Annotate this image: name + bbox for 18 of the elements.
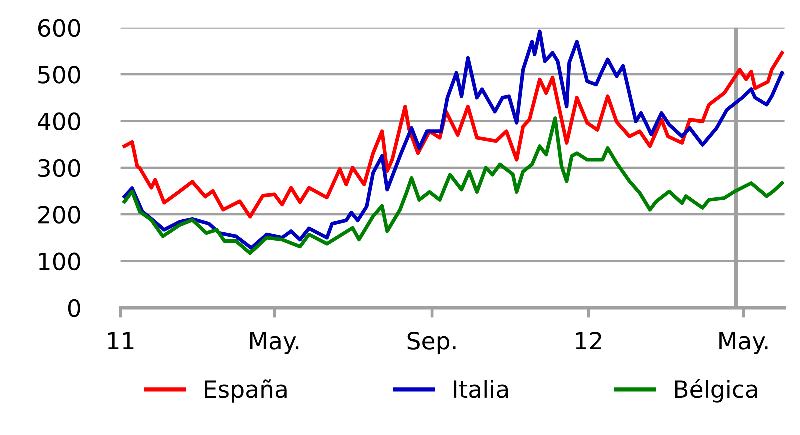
y-tick-label: 400	[38, 112, 80, 131]
y-tick-label: 600	[38, 19, 80, 38]
line-series	[122, 116, 784, 256]
y-tick-label: 200	[38, 206, 80, 224]
legend-label: Bélgica	[675, 379, 758, 403]
x-tick-label: May.	[250, 332, 299, 354]
x-tick-label: 12	[576, 332, 602, 350]
legend-label: España	[205, 380, 287, 403]
x-tick-label: Sep.	[408, 332, 456, 354]
y-tick-label: 0	[68, 299, 80, 318]
x-tick-label: 11	[108, 332, 134, 350]
line-series	[122, 51, 784, 219]
x-tick-label: May.	[720, 332, 768, 354]
y-tick-label: 100	[39, 252, 80, 271]
legend-label: Italia	[454, 380, 508, 398]
y-tick-label: 500	[38, 66, 80, 84]
y-tick-label: 300	[38, 159, 80, 178]
line-series	[122, 30, 784, 250]
